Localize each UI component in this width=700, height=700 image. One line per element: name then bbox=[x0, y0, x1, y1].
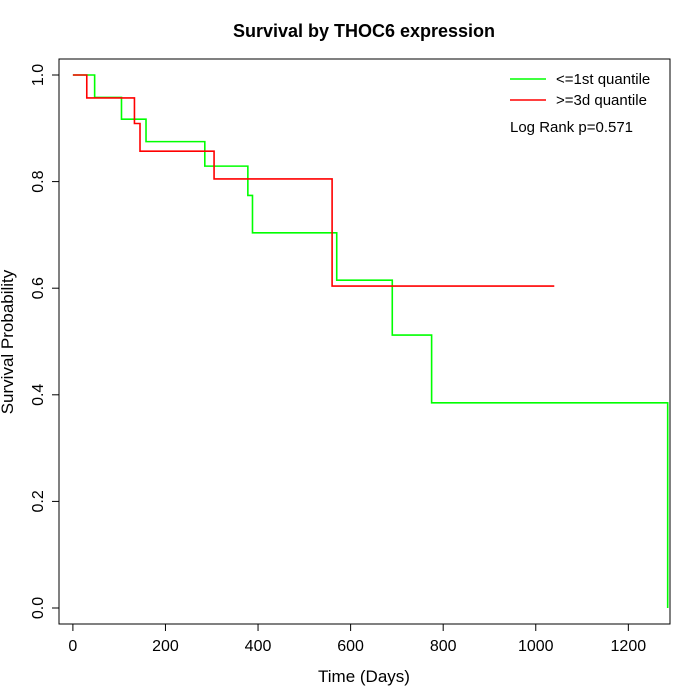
x-tick-label: 800 bbox=[430, 638, 457, 655]
x-tick-label: 1000 bbox=[518, 638, 554, 655]
survival-curve bbox=[72, 74, 555, 287]
y-tick-label: 0.0 bbox=[30, 597, 47, 619]
survival-curves bbox=[72, 74, 669, 609]
x-tick-label: 400 bbox=[245, 638, 272, 655]
y-axis: 0.0 0.2 0.4 0.6 0.8 1.0 bbox=[30, 64, 60, 619]
legend: <=1st quantile >=3d quantile bbox=[510, 71, 650, 109]
plot-frame bbox=[58, 58, 671, 625]
y-tick-label: 0.2 bbox=[30, 490, 47, 512]
x-axis-label: Time (Days) bbox=[318, 667, 410, 686]
x-tick-label: 600 bbox=[337, 638, 364, 655]
legend-label: <=1st quantile bbox=[556, 71, 650, 88]
y-tick-label: 0.6 bbox=[30, 277, 47, 299]
x-tick-label: 0 bbox=[68, 638, 77, 655]
x-axis: 0 200 400 600 800 1000 1200 bbox=[68, 623, 647, 655]
y-tick-label: 0.4 bbox=[30, 384, 47, 406]
log-rank-annotation: Log Rank p=0.571 bbox=[510, 119, 633, 136]
survival-curve bbox=[72, 74, 669, 609]
y-tick-label: 0.8 bbox=[30, 170, 47, 192]
x-tick-label: 1200 bbox=[611, 638, 647, 655]
y-tick-label: 1.0 bbox=[30, 64, 47, 86]
x-tick-label: 200 bbox=[152, 638, 179, 655]
legend-label: >=3d quantile bbox=[556, 92, 647, 109]
y-axis-label: Survival Probability bbox=[0, 269, 17, 414]
chart-title: Survival by THOC6 expression bbox=[233, 21, 495, 41]
